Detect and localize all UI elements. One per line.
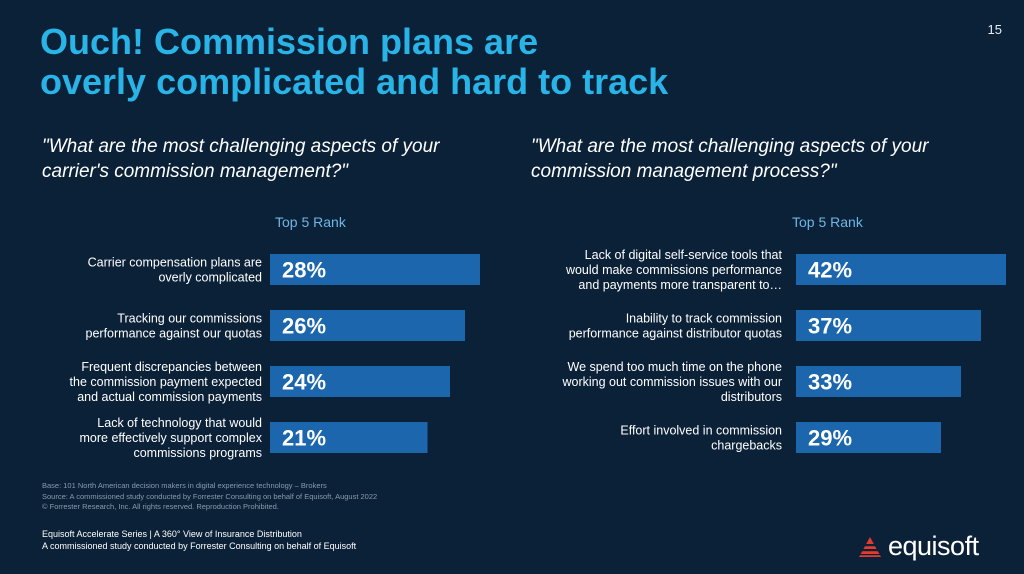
right-category-label-3: We spend too much time on the phone worki… xyxy=(561,360,782,404)
left-bar-value-label-2: 26% xyxy=(282,314,326,339)
left-category-label-3: Frequent discrepancies between the commis… xyxy=(70,360,263,404)
right-bar-value-label-3: 33% xyxy=(808,370,852,395)
left-category-label-4-line-2: more effectively support complex xyxy=(80,431,263,445)
left-bar-value-label-4: 21% xyxy=(282,426,326,451)
page-title: Ouch! Commission plans are overly compli… xyxy=(40,22,940,102)
right-bar-value-label-2: 37% xyxy=(808,314,852,339)
footnote-source: Source: A commissioned study conducted b… xyxy=(42,491,378,501)
left-bar-3 xyxy=(270,366,450,397)
left-category-label-4-line-3: commissions programs xyxy=(133,446,262,460)
left-bar-value-label-3: 24% xyxy=(282,370,326,395)
right-bar-2 xyxy=(796,310,981,341)
right-category-label-1-line-1: Lack of digital self-service tools that xyxy=(585,248,783,262)
right-rank-label: Top 5 Rank xyxy=(792,214,863,230)
left-category-label-2-line-1: Tracking our commissions xyxy=(117,312,262,326)
right-bar-3 xyxy=(796,366,961,397)
equisoft-logo: equisoft xyxy=(858,531,979,562)
right-question-line-1: "What are the most challenging aspects o… xyxy=(531,136,929,157)
left-category-label-2: Tracking our commissions performance agai… xyxy=(86,312,263,341)
left-question-line-2: carrier's commission management?" xyxy=(42,161,349,182)
left-bar-4 xyxy=(270,422,428,453)
right-chart-question: "What are the most challenging aspects o… xyxy=(531,134,981,184)
right-category-label-3-line-1: We spend too much time on the phone xyxy=(568,360,783,374)
series-footer: Equisoft Accelerate Series | A 360° View… xyxy=(42,528,356,552)
left-bar-2 xyxy=(270,310,465,341)
right-category-label-1-line-2: would make commissions performance xyxy=(565,263,782,277)
page-title-line-2: overly complicated and hard to track xyxy=(40,61,669,102)
left-category-label-2-line-2: performance against our quotas xyxy=(86,327,263,341)
right-bar-1 xyxy=(796,254,1006,285)
right-category-label-3-line-3: distributors xyxy=(721,390,782,404)
right-bar-value-label-1: 42% xyxy=(808,258,852,283)
footnote-copyright: © Forrester Research, Inc. All rights re… xyxy=(42,502,279,511)
left-category-label-1: Carrier compensation plans are overly com… xyxy=(88,256,262,285)
right-category-label-1: Lack of digital self-service tools that w… xyxy=(565,248,783,292)
left-category-label-3-line-3: and actual commission payments xyxy=(77,390,262,404)
left-category-label-1-line-2: overly complicated xyxy=(158,271,262,285)
footnote-base: Base: 101 North American decision makers… xyxy=(42,481,327,490)
right-category-label-2-line-1: Inability to track commission xyxy=(626,312,782,326)
left-question-line-1: "What are the most challenging aspects o… xyxy=(42,136,440,157)
right-bar-value-label-4: 29% xyxy=(808,426,852,451)
left-category-label-3-line-1: Frequent discrepancies between xyxy=(81,360,262,374)
left-category-label-4-line-1: Lack of technology that would xyxy=(97,416,262,430)
footnote: Base: 101 North American decision makers… xyxy=(42,481,377,513)
right-category-label-2: Inability to track commission performance… xyxy=(569,312,782,341)
left-category-label-3-line-2: the commission payment expected xyxy=(70,375,263,389)
right-category-label-1-line-3: and payments more transparent to… xyxy=(578,278,782,292)
page-number: 15 xyxy=(987,22,1002,37)
right-category-label-4-line-2: chargebacks xyxy=(711,439,782,453)
series-footer-line-2: A commissioned study conducted by Forres… xyxy=(42,541,357,551)
right-category-label-3-line-2: working out commission issues with our xyxy=(561,375,782,389)
right-category-label-2-line-2: performance against distributor quotas xyxy=(569,327,782,341)
left-category-label-4: Lack of technology that would more effect… xyxy=(80,416,263,460)
right-category-label-4-line-1: Effort involved in commission xyxy=(620,424,782,438)
left-chart-question: "What are the most challenging aspects o… xyxy=(42,134,482,184)
page-title-line-1: Ouch! Commission plans are xyxy=(40,21,539,62)
series-footer-line-1: Equisoft Accelerate Series | A 360° View… xyxy=(42,529,302,539)
left-rank-label: Top 5 Rank xyxy=(275,214,346,230)
left-bar-1 xyxy=(270,254,480,285)
left-category-label-1-line-1: Carrier compensation plans are xyxy=(88,256,262,270)
right-bar-4 xyxy=(796,422,941,453)
left-bar-value-label-1: 28% xyxy=(282,258,326,283)
right-question-line-2: commission management process?" xyxy=(531,161,837,182)
equisoft-logo-icon xyxy=(858,536,882,557)
right-category-label-4: Effort involved in commission chargebacks xyxy=(620,424,782,453)
equisoft-logo-text: equisoft xyxy=(888,531,979,561)
